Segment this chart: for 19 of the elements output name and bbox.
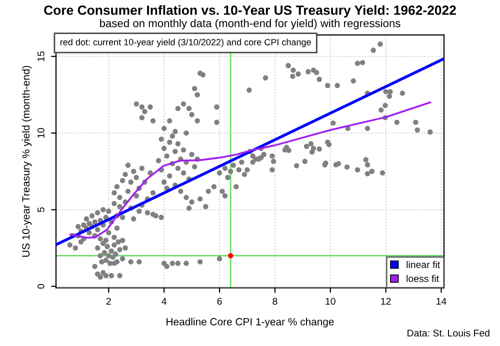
x-tick-label: 2 (106, 298, 111, 305)
y-tick-label: 15 (38, 51, 44, 62)
chart-subtitle: based on monthly data (month-end for yield) with regressions (100, 19, 400, 30)
x-tick-label: 6 (217, 298, 222, 305)
x-tick-label: 10 (326, 298, 336, 305)
text: Data: St. Louis Fed (408, 329, 490, 336)
chart-title: Core Consumer Inflation vs. 10-Year US Treasury Yield: 1962-2022 (44, 5, 456, 18)
y-axis-title: US 10-year Treasury % yield (month-end) (22, 66, 32, 257)
x-tick-label: 8 (272, 298, 278, 305)
y-tick-label: 10 (37, 128, 44, 138)
x-axis-title: Headline Core CPI 1-year % change (166, 318, 334, 328)
x-tick-label: 12 (381, 298, 391, 305)
legend-label: linear fit (406, 260, 440, 268)
y-tick-label: 5 (38, 207, 44, 212)
x-tick-label: 4 (162, 298, 167, 305)
legend-label: loess fit (406, 274, 439, 282)
x-tick-label: 14 (436, 298, 446, 305)
annotation: red dot: current 10-year yield (3/10/2022) and core CPI change (60, 38, 311, 48)
y-tick-label: 0 (37, 284, 44, 289)
